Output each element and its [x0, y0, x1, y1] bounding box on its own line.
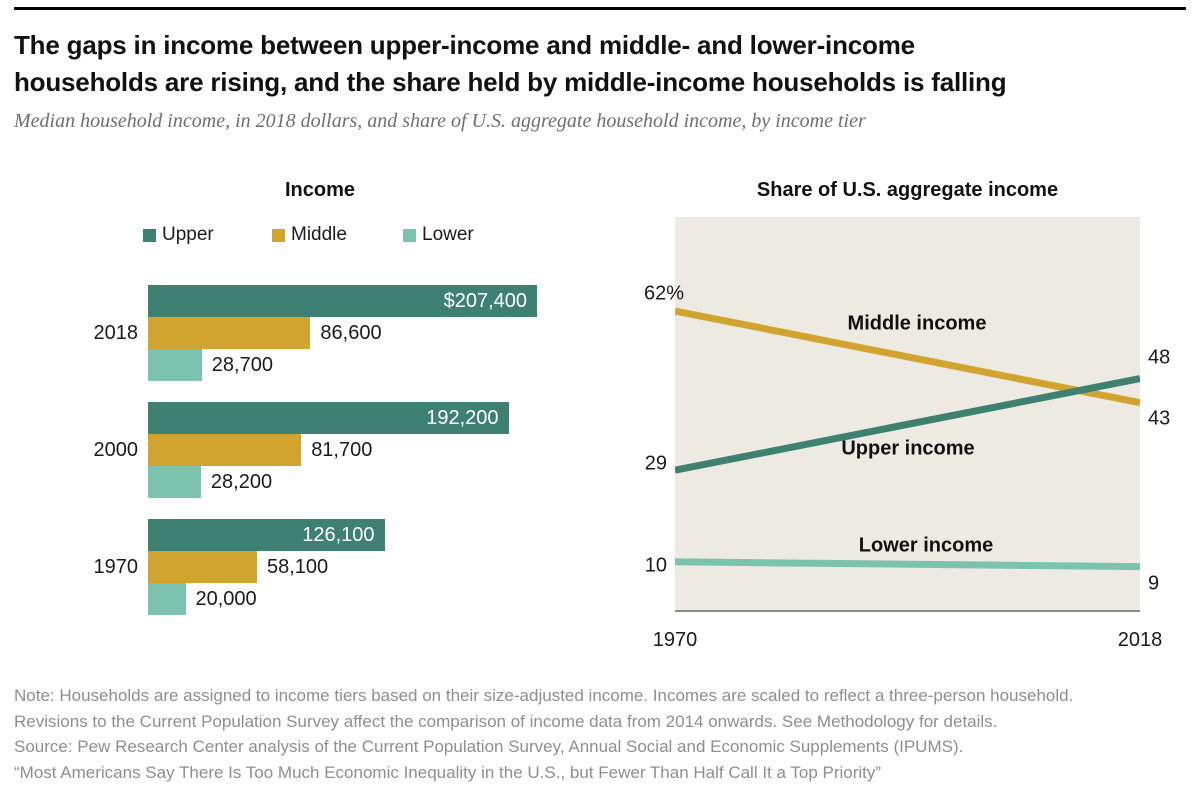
legend-item-middle: Middle: [272, 224, 347, 246]
line-series-lower-income: [675, 558, 1140, 571]
bar-row: 58,100: [148, 551, 537, 583]
note-line-1: Note: Households are assigned to income …: [14, 686, 1074, 705]
note-line-4: “Most Americans Say There Is Too Much Ec…: [14, 762, 882, 782]
end-value-label-lower-income: 9: [1148, 572, 1160, 595]
bar-value-label: 81,700: [311, 438, 373, 461]
bar-lower-2000: [148, 466, 201, 498]
bar-row: 86,600: [148, 317, 537, 349]
bar-value-label: 58,100: [267, 555, 329, 578]
line-chart-title: Share of U.S. aggregate income: [756, 179, 1059, 201]
line-series-upper-income: [675, 375, 1140, 474]
note-line-2: Revisions to the Current Population Surv…: [14, 711, 998, 731]
bar-group-year-label: 2000: [93, 439, 139, 461]
start-value-label-middle-income: 62%: [643, 282, 684, 305]
bar-group-2000: 2000 192,200 81,700 28,200: [94, 402, 537, 498]
bar-group-1970: 1970 126,100 58,100 20,000: [94, 519, 537, 615]
legend-swatch-lower-icon: [403, 228, 416, 242]
legend-label-upper: Upper: [162, 224, 214, 245]
bar-chart-title: Income: [284, 179, 356, 201]
start-value-label-upper-income: 29: [644, 452, 667, 475]
annotation-middle-income: Middle income: [847, 312, 987, 335]
bar-upper-1970: 126,100: [148, 519, 385, 551]
legend-label-lower: Lower: [422, 224, 474, 245]
bar-row: 28,200: [148, 466, 537, 498]
annotation-lower-income: Lower income: [858, 534, 994, 557]
bar-chart: 2018 $207,400 86,600 28,700 2000 192,200 81,70…: [94, 285, 537, 615]
end-value-label-upper-income: 48: [1148, 346, 1171, 369]
bar-row: 28,700: [148, 349, 537, 381]
line-plot-area: Middle income Upper income Lower income: [675, 217, 1140, 612]
legend-label-middle: Middle: [291, 224, 347, 245]
bar-group-year-label: 2018: [93, 322, 139, 344]
legend-item-upper: Upper: [143, 224, 214, 246]
legend-swatch-upper-icon: [143, 228, 156, 242]
legend-item-lower: Lower: [403, 224, 474, 246]
bar-lower-2018: [148, 349, 202, 381]
line-series-middle-income: [675, 307, 1140, 407]
line-plot-svg: [675, 307, 1140, 571]
start-value-label-lower-income: 10: [644, 554, 667, 577]
bar-value-label: 192,200: [426, 406, 499, 429]
bar-row: 192,200: [148, 402, 537, 434]
annotation-upper-income: Upper income: [841, 437, 975, 460]
bar-value-label: 126,100: [302, 523, 375, 546]
page-title: The gaps in income between upper-income …: [14, 30, 1007, 97]
page-subtitle: Median household income, in 2018 dollars…: [14, 110, 866, 132]
bar-value-label: 28,700: [211, 353, 273, 376]
bar-group-year-label: 1970: [93, 556, 139, 578]
bar-row: 81,700: [148, 434, 537, 466]
bar-row: 126,100: [148, 519, 537, 551]
bar-value-label: 86,600: [320, 321, 382, 344]
bar-upper-2000: 192,200: [148, 402, 509, 434]
bar-value-label: 20,000: [195, 587, 257, 610]
end-value-label-middle-income: 43: [1148, 407, 1171, 430]
x-tick-2018: 2018: [1117, 629, 1163, 651]
note-line-3: Source: Pew Research Center analysis of …: [14, 737, 964, 756]
bar-row: $207,400: [148, 285, 537, 317]
bar-middle-1970: [148, 551, 257, 583]
bar-lower-1970: [148, 583, 186, 615]
notes-block: Note: Households are assigned to income …: [14, 683, 1196, 785]
bar-middle-2018: [148, 317, 311, 349]
x-tick-1970: 1970: [652, 629, 698, 651]
bar-upper-2018: $207,400: [148, 285, 537, 317]
bar-row: 20,000: [148, 583, 537, 615]
legend-swatch-middle-icon: [272, 228, 285, 242]
bar-group-2018: 2018 $207,400 86,600 28,700: [94, 285, 537, 381]
top-divider-rule: [14, 7, 1186, 10]
bar-middle-2000: [148, 434, 302, 466]
bar-value-label: 28,200: [210, 470, 273, 493]
bar-value-label: $207,400: [443, 289, 527, 312]
